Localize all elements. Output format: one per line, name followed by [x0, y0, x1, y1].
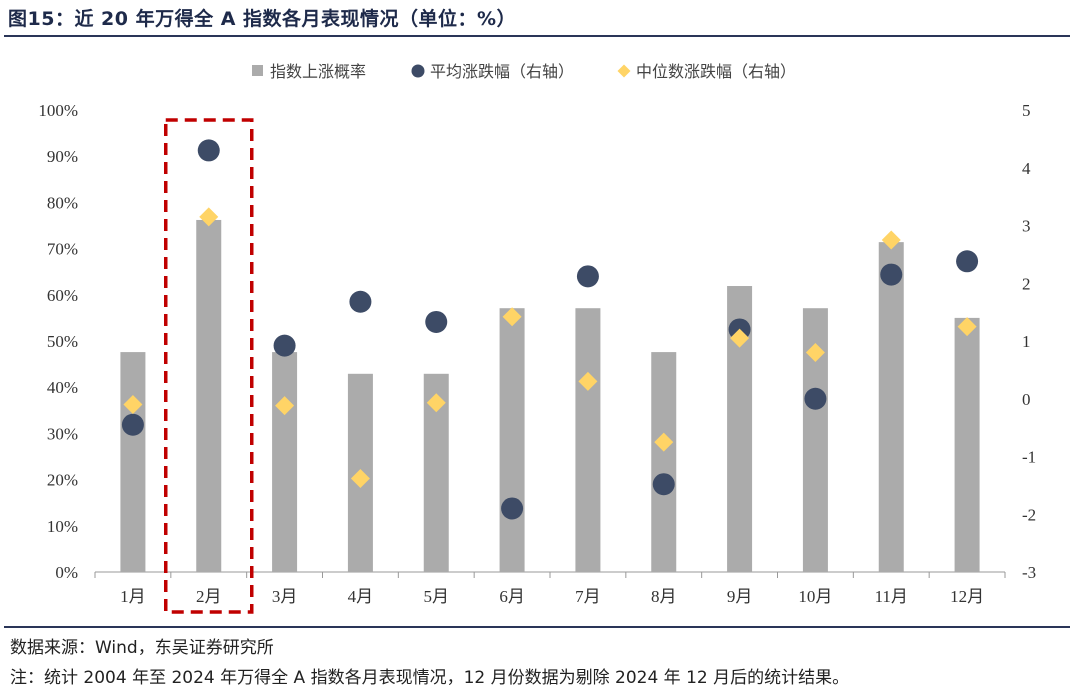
- mean-marker: [425, 310, 448, 333]
- median-marker: [654, 432, 674, 452]
- x-tick-label: 7月: [575, 587, 601, 606]
- x-tick-label: 2月: [196, 587, 222, 606]
- bars: [120, 219, 980, 572]
- median-marker: [730, 328, 750, 348]
- axes: 1月 2月 3月 4月 5月 6月 7月 8月 9月 10月 11月 12月0%10%20%30%40…: [38, 101, 1036, 606]
- legend-label: 平均涨跌幅（右轴）: [430, 62, 574, 81]
- mean-marker: [804, 387, 827, 410]
- bar: [878, 242, 904, 572]
- mean-marker: [273, 334, 296, 357]
- y-left-tick-label: 10%: [47, 517, 78, 536]
- median-marker: [957, 317, 977, 337]
- highlight: [164, 118, 254, 614]
- x-tick-label: 1月: [120, 587, 146, 606]
- footnote: 注：统计 2004 年至 2024 年万得全 A 指数各月表现情况，12 月份数…: [10, 668, 850, 688]
- y-right-tick-label: 3: [1022, 217, 1031, 236]
- bar: [196, 219, 222, 572]
- bar: [120, 352, 146, 572]
- x-tick-label: 5月: [424, 587, 450, 606]
- y-left-tick-label: 60%: [47, 286, 78, 305]
- y-right-tick-label: 2: [1022, 274, 1031, 293]
- bar: [954, 317, 980, 572]
- highlight-box: [164, 118, 254, 614]
- x-tick-label: 10月: [798, 587, 832, 606]
- y-left-tick-label: 50%: [47, 332, 78, 351]
- y-left-tick-label: 100%: [38, 101, 78, 120]
- chart: 指数上涨概率 平均涨跌幅（右轴） 中位数涨跌幅（右轴） 1月 2月 3月 4月 5月 6月 7月…: [38, 62, 1036, 614]
- x-tick-label: 11月: [875, 587, 908, 606]
- median-marker: [881, 230, 901, 250]
- y-right-tick-label: -1: [1022, 448, 1036, 467]
- mean-marker: [652, 473, 675, 496]
- median-marker: [502, 307, 522, 327]
- figure-title: 图15：近 20 年万得全 A 指数各月表现情况（单位：%）: [8, 8, 517, 30]
- median-marker: [275, 396, 295, 416]
- mean-marker: [501, 497, 524, 520]
- median-marker: [199, 207, 219, 227]
- mean-marker: [880, 263, 903, 286]
- bar: [272, 352, 298, 572]
- x-tick-label: 12月: [950, 587, 984, 606]
- mean-marker: [121, 413, 144, 436]
- y-right-tick-label: 0: [1022, 390, 1031, 409]
- x-tick-label: 8月: [651, 587, 677, 606]
- y-left-tick-label: 20%: [47, 471, 78, 490]
- y-left-tick-label: 0%: [55, 563, 78, 582]
- legend-label: 指数上涨概率: [270, 62, 366, 81]
- x-tick-label: 4月: [348, 587, 374, 606]
- median-marker: [805, 343, 825, 363]
- median-marker: [350, 468, 370, 488]
- bar: [499, 308, 525, 572]
- median-marker: [426, 393, 446, 413]
- legend-swatch-bar: [252, 65, 263, 76]
- y-left-tick-label: 70%: [47, 240, 78, 259]
- y-right-tick-label: -2: [1022, 505, 1036, 524]
- median-marker: [578, 371, 598, 391]
- y-left-tick-label: 30%: [47, 424, 78, 443]
- mean-marker: [197, 139, 220, 162]
- y-right-tick-label: -3: [1022, 563, 1036, 582]
- y-left-tick-label: 90%: [47, 147, 78, 166]
- legend-label: 中位数涨跌幅（右轴）: [636, 62, 796, 81]
- source-note: 数据来源：Wind，东吴证券研究所: [10, 638, 274, 658]
- bottom-rule: [4, 626, 1070, 628]
- bar: [575, 308, 601, 572]
- top-rule: [4, 35, 1070, 37]
- median-marker: [123, 395, 143, 415]
- y-right-tick-label: 4: [1022, 159, 1031, 178]
- bar: [651, 352, 677, 572]
- mean-marker: [576, 265, 599, 288]
- y-left-tick-label: 40%: [47, 378, 78, 397]
- x-tick-label: 6月: [499, 587, 525, 606]
- y-right-tick-label: 5: [1022, 101, 1031, 120]
- x-tick-label: 9月: [727, 587, 753, 606]
- markers: [121, 139, 979, 520]
- mean-marker: [349, 290, 372, 313]
- legend-swatch-circle: [411, 64, 425, 78]
- legend-swatch-diamond: [617, 64, 631, 78]
- y-right-tick-label: 1: [1022, 332, 1031, 351]
- mean-marker: [956, 250, 979, 273]
- legend: 指数上涨概率 平均涨跌幅（右轴） 中位数涨跌幅（右轴）: [252, 62, 796, 81]
- y-left-tick-label: 80%: [47, 193, 78, 212]
- x-tick-label: 3月: [272, 587, 298, 606]
